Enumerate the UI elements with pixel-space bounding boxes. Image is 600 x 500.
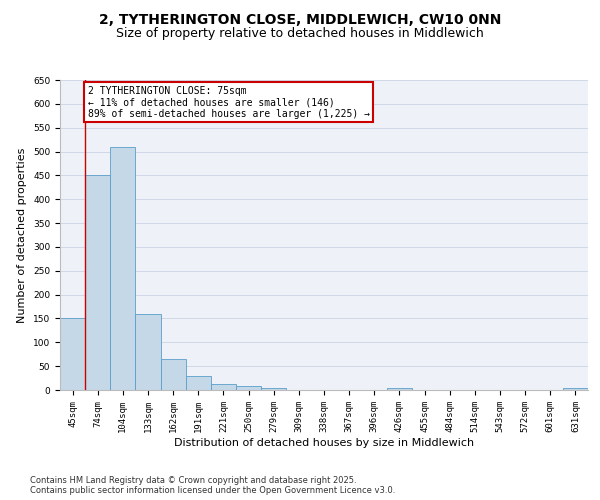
Text: Contains HM Land Registry data © Crown copyright and database right 2025.
Contai: Contains HM Land Registry data © Crown c… xyxy=(30,476,395,495)
Text: Size of property relative to detached houses in Middlewich: Size of property relative to detached ho… xyxy=(116,28,484,40)
Bar xyxy=(387,388,412,390)
Bar xyxy=(186,376,211,390)
Bar xyxy=(110,147,136,390)
Bar xyxy=(85,176,110,390)
X-axis label: Distribution of detached houses by size in Middlewich: Distribution of detached houses by size … xyxy=(174,438,474,448)
Bar xyxy=(261,388,286,390)
Text: 2, TYTHERINGTON CLOSE, MIDDLEWICH, CW10 0NN: 2, TYTHERINGTON CLOSE, MIDDLEWICH, CW10 … xyxy=(99,12,501,26)
Y-axis label: Number of detached properties: Number of detached properties xyxy=(17,148,28,322)
Text: 2 TYTHERINGTON CLOSE: 75sqm
← 11% of detached houses are smaller (146)
89% of se: 2 TYTHERINGTON CLOSE: 75sqm ← 11% of det… xyxy=(88,86,370,119)
Bar xyxy=(60,318,85,390)
Bar xyxy=(136,314,161,390)
Bar xyxy=(161,359,186,390)
Bar xyxy=(211,384,236,390)
Bar xyxy=(236,386,261,390)
Bar xyxy=(563,388,588,390)
